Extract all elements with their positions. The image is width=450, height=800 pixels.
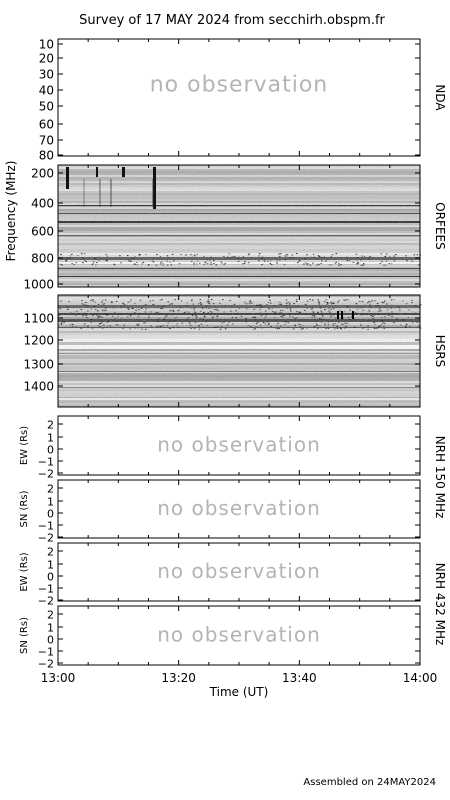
panel-background [58, 39, 420, 156]
x-tick-label: 13:20 [161, 671, 196, 685]
burst-mark [337, 311, 339, 319]
panels-group: no observation1020304050607080NDA2004006… [19, 38, 447, 671]
y-tick-label: 60 [39, 118, 54, 132]
y-tick-label: 2 [47, 483, 54, 496]
group-label-nrh150: NRH 150 MHz [433, 436, 447, 519]
x-tick-label: 13:40 [282, 671, 317, 685]
footer-assembled: Assembled on 24MAY2024 [303, 777, 436, 788]
y-tick-label: 10 [39, 38, 54, 52]
y-tick-label: −1 [38, 646, 54, 659]
panel-background [58, 543, 420, 601]
y-tick-label: 1 [47, 496, 54, 509]
spectrogram-speckle [419, 304, 422, 306]
no-observation-text: no observation [157, 496, 321, 520]
panel-label-orfees: ORFEES [433, 202, 447, 249]
panel-ylabel: SN (Rs) [19, 490, 30, 527]
burst-mark [352, 311, 354, 319]
x-tick-label: 14:00 [403, 671, 438, 685]
y-tick-label: −2 [38, 595, 54, 608]
burst-mark [122, 167, 125, 177]
burst-mark [153, 167, 156, 209]
spectrogram-grain [58, 165, 420, 287]
y-tick-label: 400 [31, 197, 54, 211]
y-tick-label: 50 [39, 100, 54, 114]
group-label-nrh432: NRH 432 MHz [433, 563, 447, 646]
y-tick-label: 1000 [23, 278, 54, 292]
spectrogram-grain [58, 295, 420, 407]
figure-title: Survey of 17 MAY 2024 from secchirh.obsp… [79, 13, 385, 28]
y-tick-label: 200 [31, 167, 54, 181]
y-tick-label: 0 [47, 508, 54, 521]
y-tick-label: 1 [47, 432, 54, 445]
x-axis: 13:00 13:20 13:40 14:00 [41, 671, 438, 685]
panel-background [58, 416, 420, 475]
x-tick-label: 13:00 [41, 671, 76, 685]
y-tick-label: −1 [38, 583, 54, 596]
y-tick-label: 40 [39, 84, 54, 98]
y-tick-label: 0 [47, 571, 54, 584]
panel-background [58, 480, 420, 538]
y-tick-label: 1100 [23, 312, 54, 326]
y-tick-label: 1 [47, 622, 54, 635]
frequency-axis-label: Frequency (MHz) [4, 161, 18, 262]
y-tick-label: 2 [47, 609, 54, 622]
panel-label-nda: NDA [433, 84, 447, 111]
panel-nrh150_ew: no observation 210−1−2 EW (Rs) [19, 415, 421, 481]
y-tick-label: −2 [38, 658, 54, 671]
y-tick-label: 1200 [23, 334, 54, 348]
no-observation-text: no observation [157, 433, 321, 457]
x-axis-title: Time (UT) [209, 685, 269, 699]
y-tick-label: −1 [38, 456, 54, 469]
y-tick-label: 800 [31, 252, 54, 266]
y-tick-label: 2 [47, 546, 54, 559]
panel-orfees: 200 400 600 800 1000 ORFEES [23, 164, 447, 292]
burst-mark [96, 167, 98, 177]
y-tick-label: −2 [38, 532, 54, 545]
no-observation-text: no observation [157, 623, 321, 647]
y-tick-label: −1 [38, 520, 54, 533]
y-tick-label: 0 [47, 444, 54, 457]
y-tick-label: 30 [39, 68, 54, 82]
panel-hsrs: 1100 1200 1300 1400 HSRS [23, 294, 447, 408]
y-tick-label: 80 [39, 149, 54, 163]
y-tick-label: 0 [47, 634, 54, 647]
y-tick-label: 2 [47, 419, 54, 432]
panel-nrh432_sn: no observation 210−1−2 SN (Rs) [19, 605, 421, 671]
y-tick-label: 1300 [23, 358, 54, 372]
panel-ylabel: SN (Rs) [19, 617, 30, 654]
no-observation-text: no observation [157, 559, 321, 583]
burst-mark [66, 167, 69, 189]
spectrogram-speckle [419, 327, 422, 329]
panel-ylabel: EW (Rs) [19, 552, 30, 591]
y-tick-label: 20 [39, 52, 54, 66]
y-tick-label: 600 [31, 225, 54, 239]
y-tick-label: 1400 [23, 380, 54, 394]
panel-nrh150_sn: no observation 210−1−2 SN (Rs) [19, 479, 421, 545]
y-tick-label: −2 [38, 468, 54, 481]
panel-ylabel: EW (Rs) [19, 426, 30, 465]
y-tick-label: 1 [47, 559, 54, 572]
no-observation-text: no observation [150, 73, 329, 98]
y-tick-label: 70 [39, 134, 54, 148]
panel-background [58, 606, 420, 665]
panel-label-hsrs: HSRS [433, 335, 447, 368]
panel-nrh432_ew: no observation 210−1−2 EW (Rs) [19, 542, 421, 608]
burst-mark [341, 311, 343, 319]
